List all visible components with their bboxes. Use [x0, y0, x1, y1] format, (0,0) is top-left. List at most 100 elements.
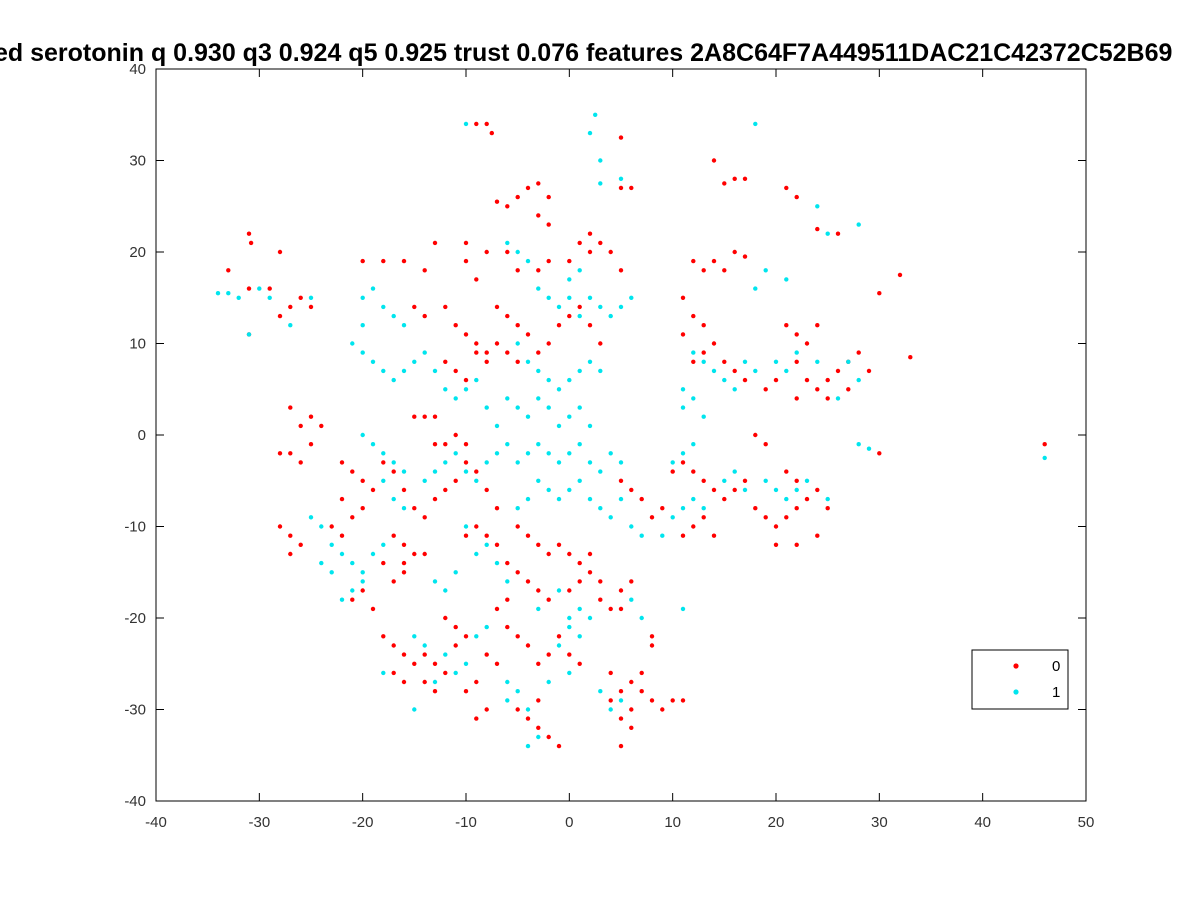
point-series-0 — [608, 249, 613, 255]
x-tick-label: -30 — [248, 814, 270, 831]
point-series-1 — [794, 487, 799, 493]
point-series-1 — [856, 442, 861, 447]
point-series-0 — [794, 359, 799, 364]
point-series-1 — [494, 451, 500, 456]
point-series-1 — [391, 377, 396, 383]
point-series-1 — [618, 176, 624, 181]
point-series-0 — [422, 551, 427, 557]
point-series-0 — [691, 469, 696, 474]
point-series-1 — [484, 542, 489, 547]
point-series-0 — [680, 460, 686, 465]
point-series-0 — [670, 698, 675, 703]
point-series-1 — [494, 423, 500, 429]
point-series-0 — [691, 258, 696, 264]
point-series-0 — [649, 698, 655, 703]
point-series-0 — [618, 689, 624, 694]
point-series-0 — [546, 551, 551, 557]
point-series-0 — [525, 533, 531, 538]
point-series-0 — [701, 268, 706, 273]
point-series-1 — [329, 542, 334, 547]
point-series-0 — [680, 295, 686, 300]
point-series-0 — [391, 670, 396, 676]
point-series-0 — [308, 442, 314, 447]
point-series-0 — [815, 323, 820, 328]
point-series-0 — [453, 323, 458, 328]
point-series-1 — [443, 387, 448, 392]
point-series-0 — [629, 707, 634, 712]
point-series-0 — [732, 368, 737, 374]
series-1 — [215, 112, 1047, 749]
point-series-0 — [246, 231, 252, 236]
point-series-0 — [494, 506, 500, 511]
point-series-1 — [598, 304, 603, 310]
point-series-0 — [505, 350, 510, 355]
point-series-1 — [763, 478, 768, 483]
point-series-1 — [567, 615, 572, 621]
point-series-1 — [401, 323, 407, 328]
point-series-0 — [319, 423, 324, 429]
point-series-0 — [546, 652, 551, 657]
point-series-0 — [443, 487, 448, 493]
point-series-1 — [856, 222, 861, 227]
point-series-0 — [391, 643, 396, 648]
x-tick-label: 30 — [871, 814, 888, 831]
point-series-0 — [794, 542, 799, 547]
x-tick-label: 0 — [565, 814, 573, 831]
point-series-0 — [536, 213, 541, 218]
point-series-0 — [298, 295, 303, 300]
point-series-1 — [722, 478, 727, 483]
point-series-0 — [742, 377, 748, 383]
point-series-1 — [381, 451, 386, 456]
point-series-0 — [474, 469, 479, 474]
point-series-1 — [453, 396, 458, 401]
point-series-1 — [474, 478, 479, 483]
point-series-0 — [432, 689, 438, 694]
point-series-0 — [556, 542, 562, 547]
point-series-0 — [453, 643, 458, 648]
point-series-0 — [443, 359, 448, 364]
point-series-1 — [360, 570, 365, 575]
point-series-1 — [794, 350, 799, 355]
y-tick-label: -10 — [124, 519, 146, 536]
point-series-1 — [732, 387, 737, 392]
point-series-0 — [639, 670, 644, 676]
point-series-1 — [515, 460, 520, 465]
point-series-0 — [670, 469, 675, 474]
point-series-1 — [339, 551, 345, 557]
point-series-1 — [546, 451, 551, 456]
point-series-1 — [670, 460, 675, 465]
point-series-0 — [587, 323, 593, 328]
point-series-1 — [391, 313, 396, 319]
point-series-0 — [401, 652, 407, 657]
point-series-0 — [474, 679, 479, 685]
point-series-1 — [515, 405, 520, 410]
point-series-1 — [618, 496, 624, 502]
point-series-1 — [463, 387, 469, 392]
point-series-1 — [494, 560, 500, 566]
point-series-1 — [215, 291, 221, 296]
point-series-0 — [784, 515, 789, 520]
point-series-1 — [691, 350, 696, 355]
point-series-1 — [505, 679, 510, 685]
point-series-1 — [443, 460, 448, 465]
point-series-0 — [711, 533, 717, 538]
point-series-0 — [370, 606, 376, 612]
point-series-0 — [835, 231, 841, 236]
point-series-0 — [536, 350, 541, 355]
point-series-1 — [639, 533, 644, 538]
point-series-1 — [412, 359, 417, 364]
point-series-0 — [443, 442, 448, 447]
point-series-0 — [804, 377, 810, 383]
point-series-1 — [629, 597, 634, 602]
point-series-0 — [701, 478, 706, 483]
point-series-0 — [680, 332, 686, 337]
point-series-1 — [784, 496, 789, 502]
point-series-1 — [226, 291, 231, 296]
chart-title: ed serotonin q 0.930 q3 0.924 q5 0.925 t… — [0, 38, 1200, 68]
point-series-0 — [680, 533, 686, 538]
point-series-1 — [370, 442, 376, 447]
point-series-1 — [319, 560, 324, 566]
point-series-1 — [546, 405, 551, 410]
point-series-0 — [536, 698, 541, 703]
